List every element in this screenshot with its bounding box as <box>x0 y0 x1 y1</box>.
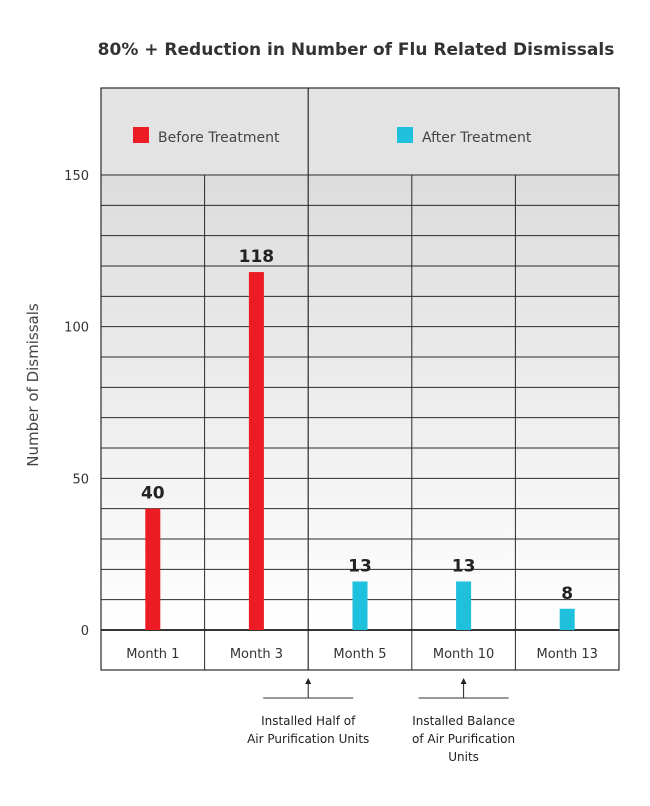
x-tick-label-month-13: Month 13 <box>536 647 597 662</box>
x-axis-ticks: Month 1 Month 3 Month 5 Month 10 Month 13 <box>126 647 598 662</box>
legend-swatch-before-treatment <box>133 127 149 143</box>
y-axis-label: Number of Dismissals <box>24 303 42 467</box>
bar-month-13 <box>559 608 575 630</box>
x-tick-label-month-3: Month 3 <box>230 647 283 662</box>
y-tick-label-150: 150 <box>64 169 89 184</box>
legend-swatch-after-treatment <box>397 127 413 143</box>
bar-value-label-month-1: 40 <box>141 484 165 504</box>
bar-value-label-month-13: 8 <box>561 584 573 604</box>
annotation-text-1-1: of Air Purification <box>412 732 515 746</box>
y-axis-ticks: 0 50 100 150 <box>64 169 89 639</box>
legend-label-before-treatment: Before Treatment <box>158 130 280 146</box>
y-tick-label-100: 100 <box>64 321 89 336</box>
annotation-text-1-0: Installed Balance <box>412 714 515 728</box>
annotations: Installed Half of Air Purification Units I… <box>247 678 515 764</box>
bar-value-label-month-3: 118 <box>239 247 275 267</box>
bar-value-labels: 40 118 13 13 8 <box>141 247 573 604</box>
bar-month-1 <box>145 508 161 630</box>
annotation-arrowhead-1 <box>460 678 467 684</box>
legend-band <box>101 88 619 175</box>
plot-area <box>101 175 619 630</box>
x-tick-label-month-10: Month 10 <box>433 647 494 662</box>
bar-month-10 <box>456 581 472 630</box>
bar-value-label-month-10: 13 <box>452 556 476 576</box>
gridlines <box>101 174 619 631</box>
annotation-text-0-0: Installed Half of <box>261 714 356 728</box>
bar-month-3 <box>248 272 264 630</box>
x-tick-label-month-1: Month 1 <box>126 647 179 662</box>
legend-label-after-treatment: After Treatment <box>422 130 532 146</box>
annotation-text-1-2: Units <box>448 750 479 764</box>
bar-value-label-month-5: 13 <box>348 556 372 576</box>
bar-month-5 <box>352 581 368 630</box>
annotation-arrowhead-0 <box>305 678 312 684</box>
y-tick-label-50: 50 <box>72 472 89 487</box>
chart-frame <box>100 87 620 671</box>
annotation-text-0-1: Air Purification Units <box>247 732 369 746</box>
chart-title: 80% + Reduction in Number of Flu Related… <box>98 40 615 60</box>
y-tick-label-0: 0 <box>81 624 89 639</box>
frame-border <box>100 87 620 671</box>
x-tick-label-month-5: Month 5 <box>333 647 386 662</box>
legend: Before Treatment After Treatment <box>133 127 532 146</box>
bars <box>145 272 575 630</box>
